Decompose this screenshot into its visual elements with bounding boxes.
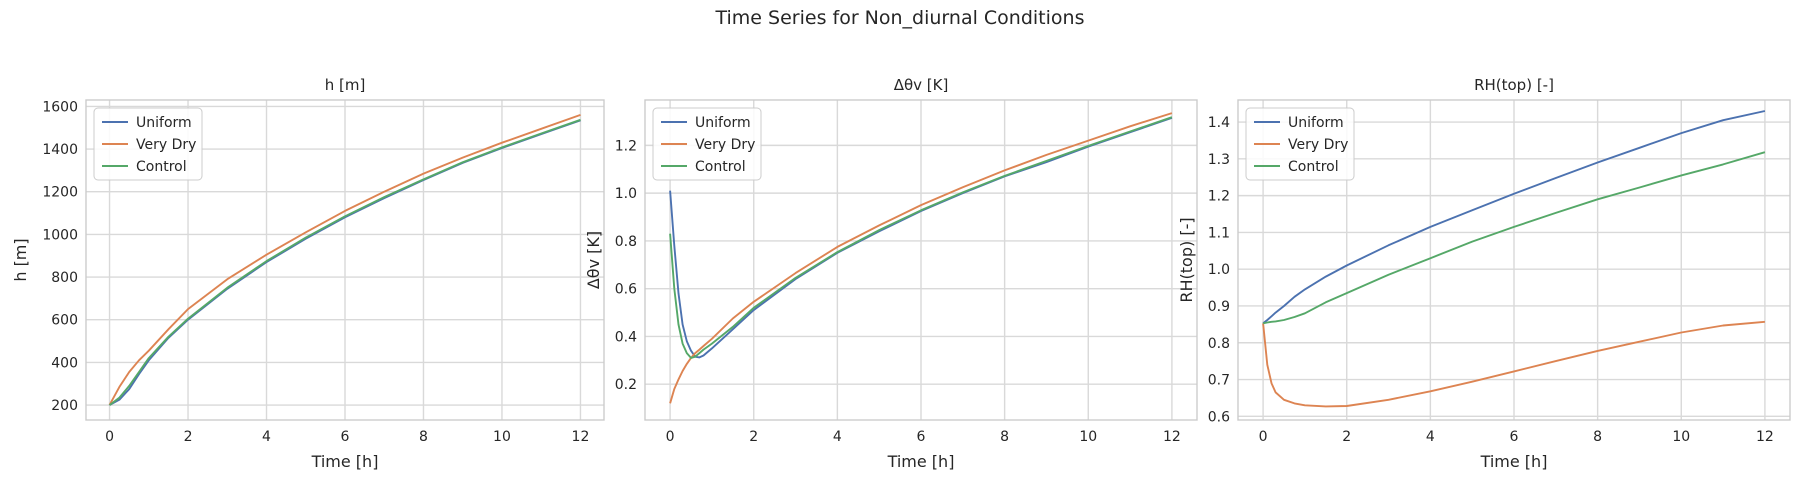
x-tick-label: 6 [917, 429, 926, 445]
legend: Uniform Very Dry Control [652, 107, 762, 181]
y-tick-label: 1200 [42, 185, 78, 201]
y-axis-label: RH(top) [-] [1177, 217, 1196, 302]
y-tick-label: 1000 [42, 227, 78, 243]
legend-label: Very Dry [136, 137, 196, 153]
x-tick-label: 0 [666, 429, 675, 445]
panel-1: 0 2 4 6 8 10 12 200 400 600 800 1000 1200 1400 1600 h [… [11, 76, 605, 471]
panel-title: Δθv [K] [894, 76, 949, 94]
y-tick-label: 1600 [42, 99, 78, 115]
x-axis-label: Time [h] [311, 452, 379, 471]
y-axis-label: h [m] [11, 238, 30, 281]
series-line-very-dry [108, 114, 581, 406]
y-tick-label: 400 [51, 355, 78, 371]
series-line-control [1262, 151, 1766, 325]
series-line-uniform [1262, 110, 1766, 325]
axes-frame [1237, 99, 1791, 421]
y-tick-label: 0.7 [1208, 373, 1230, 389]
axes-frame [644, 99, 1198, 421]
panel-title: h [m] [325, 76, 366, 94]
legend-label: Control [136, 159, 187, 175]
y-tick-label: 600 [51, 313, 78, 329]
y-axis-label: Δθv [K] [584, 231, 603, 289]
panel-3: 0 2 4 6 8 10 12 0.6 0.7 0.8 0.9 1.0 1.1 1.2 1.3 1.4 RH(t… [1177, 76, 1791, 471]
series-line-control [108, 118, 581, 406]
series-line-very-dry [669, 112, 1173, 404]
x-tick-label: 2 [749, 429, 758, 445]
y-tick-label: 800 [51, 270, 78, 286]
y-tick-label: 1.2 [1208, 189, 1230, 205]
y-tick-label: 1.1 [1208, 225, 1230, 241]
y-tick-label: 1.2 [615, 138, 637, 154]
x-tick-label: 4 [1426, 429, 1435, 445]
y-tick-label: 0.2 [615, 377, 637, 393]
figure-suptitle: Time Series for Non_diurnal Conditions [715, 7, 1085, 29]
x-tick-label: 8 [419, 429, 428, 445]
legend-label: Very Dry [695, 137, 755, 153]
y-tick-label: 0.6 [615, 282, 637, 298]
legend-label: Uniform [136, 115, 192, 131]
x-tick-label: 12 [572, 429, 590, 445]
x-tick-label: 10 [493, 429, 511, 445]
legend: Uniform Very Dry Control [93, 107, 203, 181]
legend-label: Control [695, 159, 746, 175]
x-tick-label: 0 [1259, 429, 1268, 445]
x-tick-label: 12 [1756, 429, 1774, 445]
y-tick-label: 0.8 [615, 234, 637, 250]
y-tick-label: 0.4 [615, 329, 637, 345]
legend: Uniform Very Dry Control [1245, 107, 1355, 181]
x-tick-label: 4 [262, 429, 271, 445]
series-line-control [669, 116, 1173, 359]
x-tick-label: 6 [341, 429, 350, 445]
legend-label: Uniform [695, 115, 751, 131]
legend-label: Control [1288, 159, 1339, 175]
y-tick-label: 0.9 [1208, 299, 1230, 315]
x-tick-label: 10 [1079, 429, 1097, 445]
x-tick-label: 12 [1163, 429, 1181, 445]
x-axis-label: Time [h] [887, 452, 955, 471]
x-tick-label: 4 [833, 429, 842, 445]
x-axis-label: Time [h] [1480, 452, 1548, 471]
y-tick-label: 1.0 [1208, 262, 1230, 278]
y-tick-label: 1.3 [1208, 152, 1230, 168]
legend-box [93, 107, 203, 181]
panel-2: 0 2 4 6 8 10 12 0.2 0.4 0.6 0.8 1.0 1.2 Δθv [K] Time [… [584, 76, 1198, 471]
legend-box [1245, 107, 1355, 181]
y-tick-label: 1.4 [1208, 115, 1230, 131]
y-tick-label: 1.0 [615, 186, 637, 202]
x-tick-label: 0 [105, 429, 114, 445]
legend-label: Uniform [1288, 115, 1344, 131]
x-tick-label: 2 [1342, 429, 1351, 445]
axes-frame [85, 99, 605, 421]
series-line-very-dry [1262, 320, 1765, 408]
y-tick-label: 200 [51, 398, 78, 414]
legend-box [652, 107, 762, 181]
legend-label: Very Dry [1288, 137, 1348, 153]
x-tick-label: 6 [1510, 429, 1519, 445]
x-tick-label: 8 [1593, 429, 1602, 445]
panel-title: RH(top) [-] [1474, 76, 1554, 94]
x-tick-label: 2 [184, 429, 193, 445]
y-tick-label: 0.8 [1208, 336, 1230, 352]
y-tick-label: 0.6 [1208, 409, 1230, 425]
y-tick-label: 1400 [42, 142, 78, 158]
x-tick-label: 10 [1672, 429, 1690, 445]
x-tick-label: 8 [1000, 429, 1009, 445]
